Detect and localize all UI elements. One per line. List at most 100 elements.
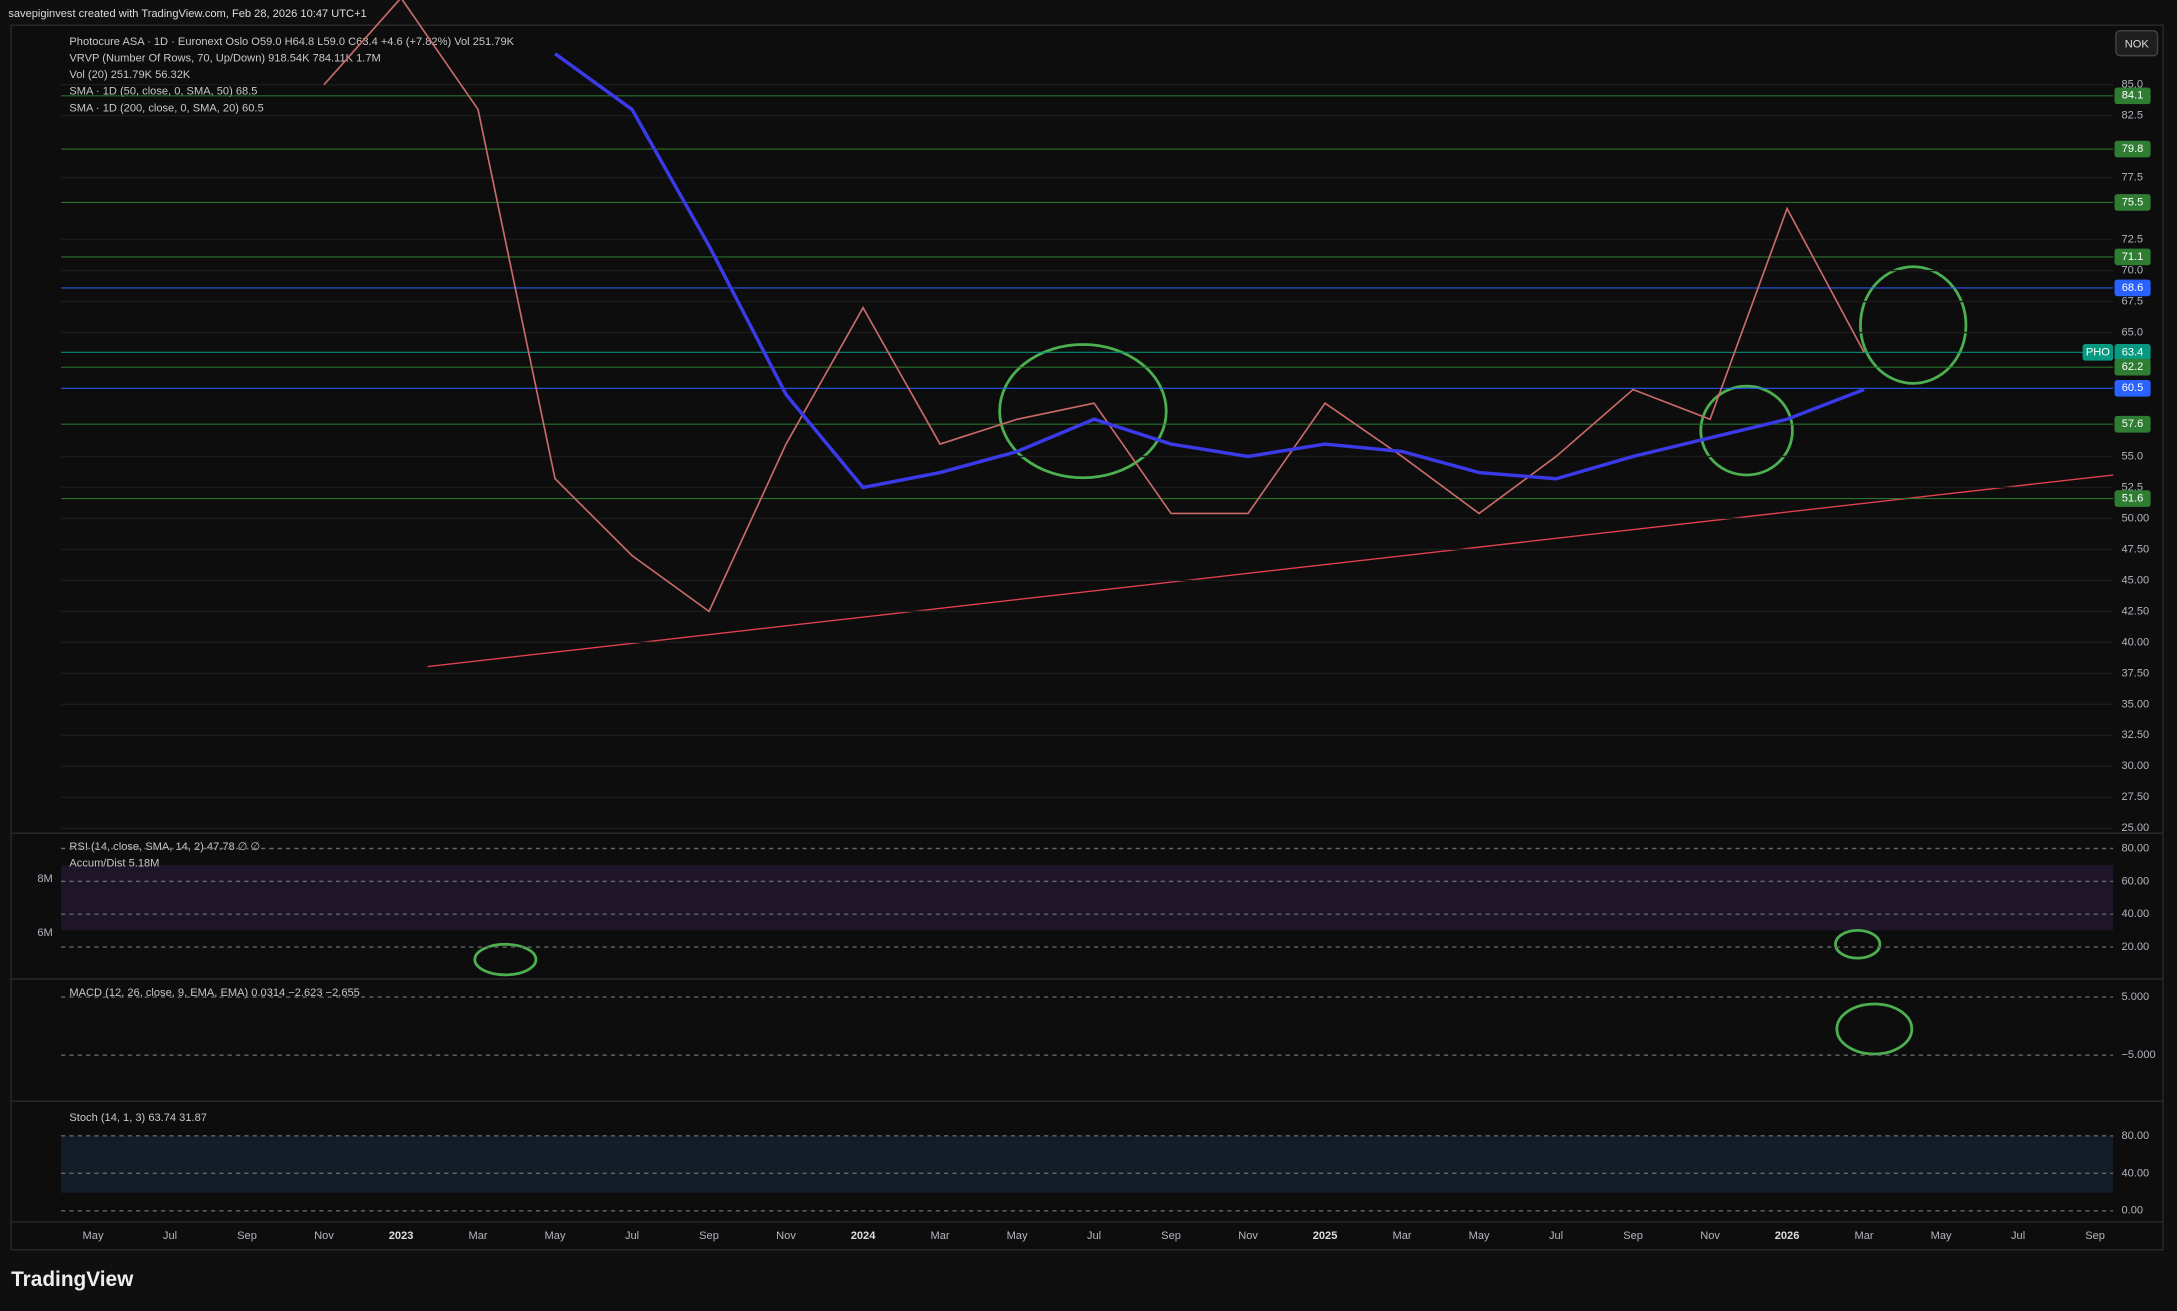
price-tag-label: 84.1 [2122,90,2144,102]
x-tick-label: Sep [699,1230,719,1242]
y-tick-label: 72.5 [2121,234,2143,246]
y-tick-label: 25.00 [2121,822,2149,834]
y-tick-label: 45.00 [2121,574,2149,586]
y-tick-label: 0.00 [2121,1205,2143,1217]
y-tick-label: 20.00 [2121,941,2149,953]
x-tick-label: Sep [2085,1230,2105,1242]
y-tick-label: 55.0 [2121,450,2143,462]
annotation-circle [1834,929,1882,960]
x-tick-label: Sep [237,1230,257,1242]
x-tick-label: Jul [1087,1230,1101,1242]
trend-line [427,474,2114,668]
x-tick-label: May [545,1230,566,1242]
rsi-band [61,865,2114,931]
price-tag [2114,87,2151,105]
x-tick-label: Nov [776,1230,796,1242]
price-tag [2114,358,2151,376]
x-tick-label: Jul [625,1230,639,1242]
price-tag-label: 63.4 [2122,346,2144,358]
price-tag [2114,490,2151,507]
legend-line: Photocure ASA · 1D · Euronext Oslo O59.0… [69,36,514,48]
x-tick-label: 2024 [851,1230,877,1242]
x-tick-label: Sep [1161,1230,1181,1242]
x-tick-label: 2023 [389,1230,414,1242]
x-tick-label: Sep [1623,1230,1643,1242]
y-tick-label: 50.00 [2121,512,2149,524]
x-tick-label: Nov [1238,1230,1258,1242]
x-tick-label: Jul [163,1230,177,1242]
y-tick-label: 67.5 [2121,295,2143,307]
y-tick-label: 80.00 [2121,1130,2149,1142]
price-tag-label: 71.1 [2122,251,2144,263]
price-tag [2114,415,2151,433]
symbol-tag [2082,344,2114,361]
currency[interactable]: NOK [2125,39,2150,51]
price-tag-label: 75.5 [2122,196,2144,208]
left-tick: 8M [37,873,52,885]
price-tag-label: 60.5 [2122,382,2144,394]
price-tag-label: 79.8 [2122,143,2144,155]
legend-line: Vol (20) 251.79K 56.32K [69,69,190,81]
annotation-circle [1835,1002,1914,1056]
price-tag [2114,344,2151,361]
x-tick-label: May [1931,1230,1952,1242]
y-tick-label: 40.00 [2121,1167,2149,1179]
x-tick-label: Mar [930,1230,949,1242]
left-tick: 6M [37,927,52,939]
price-tag-label: 68.6 [2122,282,2144,294]
price-tag-label: 62.2 [2122,361,2144,373]
annotation-circle [998,343,1168,480]
y-tick-label: 35.00 [2121,698,2149,710]
x-tick-label: Mar [1855,1230,1874,1242]
rsi-title: RSI (14, close, SMA, 14, 2) 47.78 ∅ ∅ [69,841,260,853]
x-tick-label: Mar [468,1230,487,1242]
annotation-circle [1859,265,1968,385]
y-tick-label: −5.000 [2121,1049,2155,1061]
y-tick-label: 37.50 [2121,667,2149,679]
annotation-circle [1699,384,1794,477]
y-tick-label: 40.00 [2121,908,2149,920]
y-tick-label: 30.00 [2121,760,2149,772]
y-tick-label: 32.50 [2121,729,2149,741]
y-tick-label: 77.5 [2121,172,2143,184]
x-tick-label: May [83,1230,104,1242]
series-line [323,0,1865,613]
price-tag [2114,379,2151,397]
macd-title: MACD (12, 26, close, 9, EMA, EMA) 0.0314… [69,987,359,999]
currency-button[interactable] [2115,30,2159,57]
series-line [554,52,1865,490]
footer-logo: TradingView [11,1268,134,1291]
y-tick-label: 42.50 [2121,605,2149,617]
legend-line: SMA · 1D (50, close, 0, SMA, 50) 68.5 [69,86,257,98]
price-tag-label: 57.6 [2122,418,2144,430]
header: savepiginvest created with TradingView.c… [8,8,366,20]
y-tick-label: 40.00 [2121,636,2149,648]
x-tick-label: Nov [314,1230,334,1242]
price-tag [2114,194,2151,211]
x-tick-label: Mar [1393,1230,1412,1242]
price-tag [2114,140,2151,158]
price-tag [2114,279,2151,297]
x-tick-label: May [1469,1230,1490,1242]
stoch-band [61,1135,2114,1193]
x-tick-label: Jul [1549,1230,1563,1242]
price-tag-label: 51.6 [2122,493,2144,505]
x-tick-label: 2026 [1775,1230,1800,1242]
y-tick-label: 82.5 [2121,110,2143,122]
x-tick-label: Jul [2011,1230,2025,1242]
ad-title: Accum/Dist 5.18M [69,858,159,870]
legend-line: SMA · 1D (200, close, 0, SMA, 20) 60.5 [69,102,263,114]
price-tag [2114,248,2151,266]
y-tick-label: 60.00 [2121,875,2149,887]
stoch-title: Stoch (14, 1, 3) 63.74 31.87 [69,1112,207,1124]
x-tick-label: May [1007,1230,1028,1242]
chart-frame [10,24,2164,1251]
legend-line: VRVP (Number Of Rows, 70, Up/Down) 918.5… [69,52,380,64]
y-tick-label: 5.000 [2121,991,2149,1003]
y-tick-label: 65.0 [2121,326,2143,338]
x-tick-label: Nov [1700,1230,1720,1242]
y-tick-label: 47.50 [2121,543,2149,555]
annotation-circle [473,942,538,977]
